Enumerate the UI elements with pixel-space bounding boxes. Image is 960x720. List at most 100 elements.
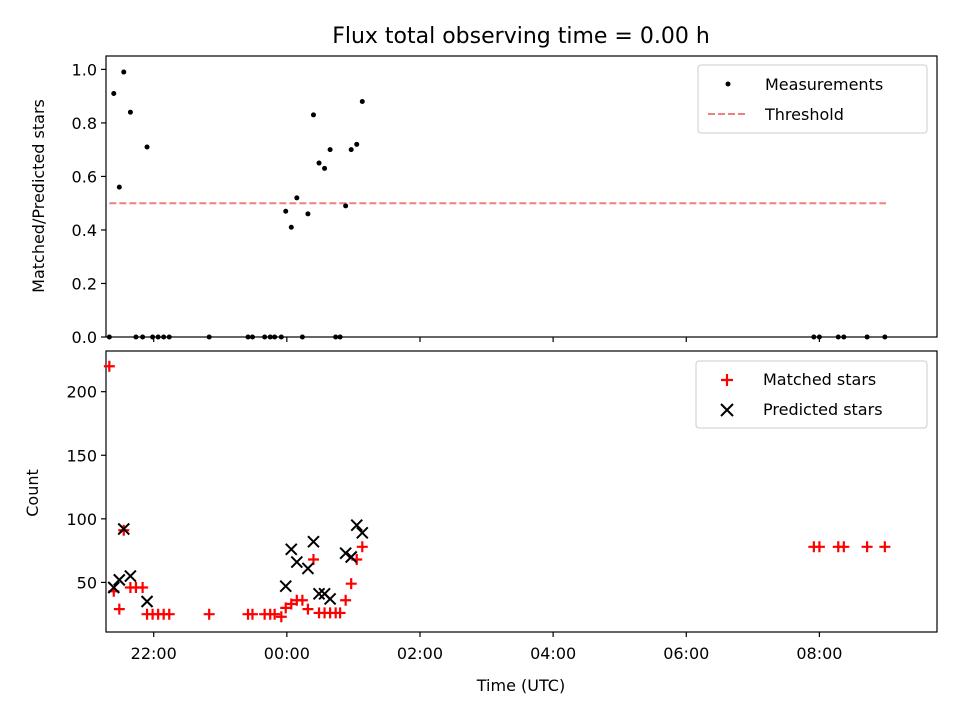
top-panel: 0.0 0.2 0.4 0.6 0.8 1.0 Matched/Predicted sta… — [29, 55, 938, 347]
legend-matched-marker — [721, 374, 733, 386]
bottom-axes-frame — [105, 350, 938, 633]
measurement-point — [249, 334, 255, 340]
measurement-point — [327, 147, 333, 153]
x-tick-label: 04:00 — [530, 644, 576, 663]
bottom-panel: 50 100 150 200 22:00 00:00 02:00 04:00 06:00 08:… — [23, 350, 938, 695]
legend-predicted-label: Predicted stars — [763, 400, 883, 419]
measurement-point — [310, 112, 316, 118]
matched-star-point — [838, 541, 850, 553]
predicted-star-point — [312, 587, 326, 601]
top-ytick-label: 0.6 — [72, 167, 97, 186]
bottom-y-axis-label: Count — [23, 469, 42, 517]
measurement-point — [316, 160, 322, 166]
top-axes-frame — [105, 55, 938, 338]
predicted-star-point — [124, 569, 137, 583]
predicted-star-point — [307, 535, 320, 548]
x-tick-label: 06:00 — [663, 644, 709, 663]
legend-matched-label: Matched stars — [763, 370, 876, 389]
predicted-star-point — [140, 595, 154, 608]
top-ytick-label: 0.4 — [72, 221, 97, 240]
predicted-star-point — [279, 580, 292, 593]
bottom-ytick-label: 200 — [66, 383, 97, 402]
measurement-point — [882, 334, 888, 340]
measurement-point — [816, 334, 822, 340]
x-tick-label: 02:00 — [397, 644, 443, 663]
matched-star-point — [340, 594, 352, 606]
measurement-point — [305, 211, 311, 217]
measurement-point — [267, 334, 273, 340]
measurement-point — [111, 90, 117, 96]
legend-measurements-label: Measurements — [765, 75, 883, 94]
bottom-legend: Matched stars Predicted stars — [695, 360, 928, 429]
measurement-point — [841, 334, 847, 340]
measurement-point — [322, 165, 328, 171]
matched-star-point — [879, 541, 891, 553]
top-legend: Measurements Threshold — [697, 64, 928, 134]
matched-star-point — [345, 578, 357, 590]
measurement-point — [127, 109, 133, 115]
matched-star-point — [163, 608, 175, 620]
measurement-point — [288, 224, 294, 230]
matched-star-point — [269, 608, 281, 620]
predicted-star-point — [356, 526, 369, 540]
bottom-ytick-label: 100 — [66, 510, 97, 529]
measurement-point — [245, 334, 251, 340]
predicted-star-point — [285, 543, 298, 556]
matched-star-point — [275, 611, 287, 623]
measurement-point — [283, 208, 289, 214]
measurement-point — [116, 184, 122, 190]
measurement-point — [155, 334, 161, 340]
measurement-point — [278, 334, 284, 340]
predicted-star-point — [339, 546, 352, 560]
top-y-axis-label: Matched/Predicted stars — [29, 99, 48, 293]
top-ytick-label: 0.2 — [72, 274, 97, 293]
matched-star-point — [246, 608, 258, 620]
legend-measurements-marker — [725, 81, 731, 87]
matched-star-point — [302, 603, 314, 615]
predicted-star-point — [117, 522, 130, 536]
top-ytick-label: 0.8 — [72, 114, 97, 133]
measurement-point — [144, 144, 150, 150]
bottom-ytick-label: 150 — [66, 446, 97, 465]
measurement-point — [354, 141, 360, 147]
measurement-point — [337, 334, 343, 340]
predicted-star-point — [107, 581, 120, 594]
measurement-point — [206, 334, 212, 340]
legend-predicted-marker — [720, 403, 734, 417]
matched-star-point — [356, 541, 368, 553]
legend-threshold-label: Threshold — [764, 105, 844, 124]
predicted-star-point — [323, 592, 337, 606]
x-tick-label: 22:00 — [131, 644, 177, 663]
x-axis-label: Time (UTC) — [476, 676, 565, 695]
predicted-star-point — [113, 573, 126, 587]
matched-star-point — [296, 594, 308, 606]
matched-star-point — [285, 598, 297, 610]
top-ytick-label: 0.0 — [72, 328, 97, 347]
predicted-star-point — [350, 518, 363, 532]
matched-star-point — [813, 541, 825, 553]
matched-star-point — [334, 607, 346, 619]
measurement-point — [294, 195, 300, 201]
predicted-star-point — [301, 562, 315, 575]
chart-title: Flux total observing time = 0.00 h — [332, 24, 710, 49]
matched-star-point — [137, 581, 149, 593]
top-legend-box — [697, 64, 928, 134]
matched-star-point — [203, 608, 215, 620]
matched-star-point — [280, 602, 292, 614]
measurement-point — [835, 334, 841, 340]
measurement-point — [133, 334, 139, 340]
measurement-point — [121, 69, 127, 75]
x-tick-label: 08:00 — [796, 644, 842, 663]
predicted-star-point — [290, 555, 304, 569]
matched-star-point — [861, 541, 873, 553]
measurement-point — [348, 147, 354, 153]
measurement-point — [299, 334, 305, 340]
measurement-point — [333, 334, 339, 340]
x-tick-label: 00:00 — [264, 644, 310, 663]
matched-star-point — [103, 360, 115, 372]
measurement-point — [864, 334, 870, 340]
measurement-point — [262, 334, 268, 340]
measurement-point — [166, 334, 172, 340]
measurement-point — [272, 334, 278, 340]
